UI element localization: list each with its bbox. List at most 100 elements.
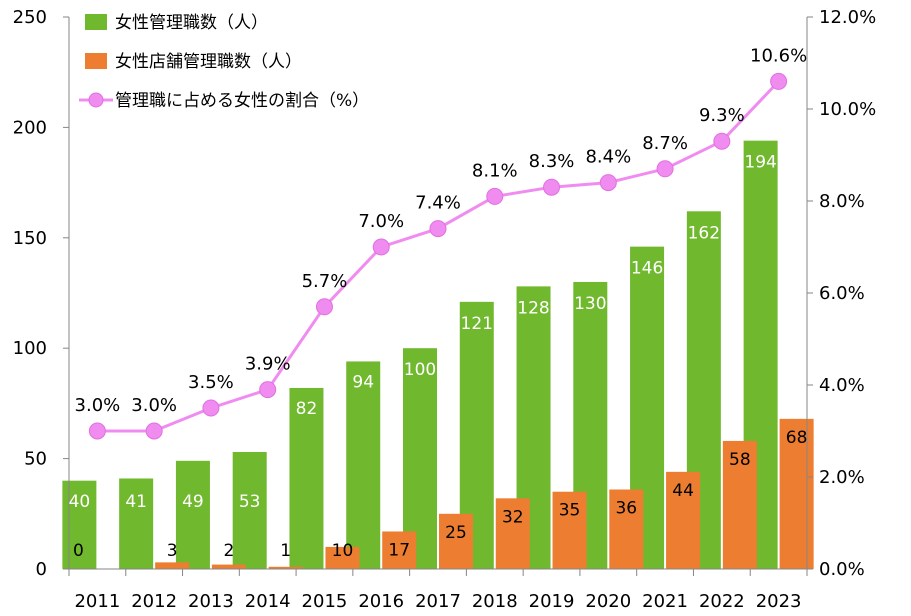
label-female-managers-2021: 146 [631,259,663,279]
y-right-tick-label: 0.0% [819,559,865,580]
legend-label-female-managers: 女性管理職数（人） [115,13,268,33]
bar-female-store-managers-2023 [779,418,814,569]
label-female-store-managers-2012: 3 [167,541,178,561]
label-female-store-managers-2015: 10 [332,541,354,561]
label-female-managers-2023: 194 [744,153,776,173]
ratio-point-2011 [88,422,106,440]
x-tick-label: 2020 [585,591,631,612]
bar-female-managers-2015 [289,387,324,569]
x-tick-label: 2013 [188,591,234,612]
bar-female-store-managers-2020 [609,489,644,569]
label-ratio-2015: 5.7% [302,271,348,292]
label-ratio-2020: 8.4% [585,147,631,168]
label-female-store-managers-2021: 44 [672,481,694,501]
ratio-point-2018 [486,187,504,205]
ratio-point-2015 [315,298,333,316]
y-right-tick-label: 12.0% [819,7,876,28]
label-female-managers-2016: 94 [352,372,374,392]
bar-female-store-managers-2015 [325,546,360,569]
label-ratio-2017: 7.4% [415,193,461,214]
x-tick-label: 2019 [529,591,575,612]
x-tick-label: 2015 [302,591,348,612]
label-female-managers-2019: 128 [517,298,549,318]
label-female-store-managers-2023: 68 [786,428,808,448]
label-ratio-2019: 8.3% [529,151,575,172]
bar-female-store-managers-2012 [155,562,190,569]
bar-female-managers-2014 [232,451,267,569]
label-female-store-managers-2018: 32 [502,507,524,527]
label-female-store-managers-2017: 25 [445,523,467,543]
bar-female-managers-2011 [62,480,97,569]
bar-female-store-managers-2021 [666,471,701,569]
ratio-point-2017 [429,220,447,238]
ratio-point-2016 [372,238,390,256]
label-ratio-2012: 3.0% [131,395,177,416]
label-female-managers-2012: 41 [125,492,147,512]
label-female-managers-2017: 100 [404,360,436,380]
bar-female-store-managers-2013 [211,564,246,569]
legend: 女性管理職数（人） 女性店舗管理職数（人） 管理職に占める女性の割合（%） [79,13,369,111]
bar-female-store-managers-2022 [722,440,757,569]
legend-swatch-female-managers [85,14,107,30]
axes: 0501001502002500.0%2.0%4.0%6.0%8.0%10.0%… [13,7,877,612]
legend-label-female-store-managers: 女性店舗管理職数（人） [115,52,302,72]
x-tick-label: 2023 [756,591,802,612]
ratio-point-2013 [202,399,220,417]
x-tick-label: 2022 [699,591,745,612]
x-tick-label: 2011 [74,591,120,612]
label-ratio-2016: 7.0% [358,211,404,232]
legend-label-ratio: 管理職に占める女性の割合（%） [115,91,369,111]
ratio-point-2022 [713,132,731,150]
label-female-managers-2011: 40 [69,492,91,512]
ratio-point-2020 [599,174,617,192]
bar-female-managers-2012 [119,478,154,569]
data-labels: 40 0 3.0% 41 3 3.0% 49 2 3.5% 53 1 3.9% 82 10 5.7% 94 17… [69,45,808,561]
label-female-store-managers-2011: 0 [73,541,84,561]
label-ratio-2021: 8.7% [642,133,688,154]
x-tick-label: 2018 [472,591,518,612]
bar-female-store-managers-2014 [268,566,303,569]
ratio-point-2023 [770,72,788,90]
label-female-store-managers-2013: 2 [224,541,235,561]
x-tick-label: 2021 [642,591,688,612]
x-tick-label: 2017 [415,591,461,612]
legend-swatch-female-store-managers [85,53,107,69]
series-female-ratio-line [88,72,788,440]
legend-marker-ratio [88,92,104,108]
bar-female-store-managers-2016 [382,531,417,569]
x-tick-label: 2016 [358,591,404,612]
y-left-tick-label: 0 [36,559,47,580]
y-left-tick-label: 150 [13,228,47,249]
bar-female-store-managers-2017 [439,513,473,569]
series-female-managers-bars [62,140,778,569]
label-female-store-managers-2016: 17 [388,540,410,560]
label-female-managers-2018: 121 [461,314,493,334]
label-female-managers-2014: 53 [239,492,261,512]
ratio-point-2014 [259,381,277,399]
label-ratio-2018: 8.1% [472,160,518,181]
x-tick-label: 2014 [245,591,291,612]
label-female-managers-2013: 49 [182,492,204,512]
bar-female-store-managers-2018 [495,498,530,569]
y-left-tick-label: 200 [13,117,47,138]
label-ratio-2011: 3.0% [75,395,121,416]
bar-female-store-managers-2019 [552,491,587,569]
series-female-store-managers-bars [155,418,814,569]
ratio-point-2021 [656,160,674,178]
y-right-tick-label: 2.0% [819,467,865,488]
label-female-managers-2015: 82 [296,399,318,419]
y-right-tick-label: 8.0% [819,191,865,212]
label-female-store-managers-2014: 1 [280,541,291,561]
label-female-store-managers-2019: 35 [559,501,581,521]
ratio-point-2019 [543,178,561,196]
y-right-tick-label: 4.0% [819,375,865,396]
bar-female-managers-2013 [175,460,210,569]
label-ratio-2014: 3.9% [245,354,291,375]
label-ratio-2013: 3.5% [188,372,234,393]
label-ratio-2022: 9.3% [699,105,745,126]
y-right-tick-label: 10.0% [819,99,876,120]
ratio-point-2012 [145,422,163,440]
y-left-tick-label: 250 [13,7,47,28]
label-female-managers-2022: 162 [688,223,720,243]
